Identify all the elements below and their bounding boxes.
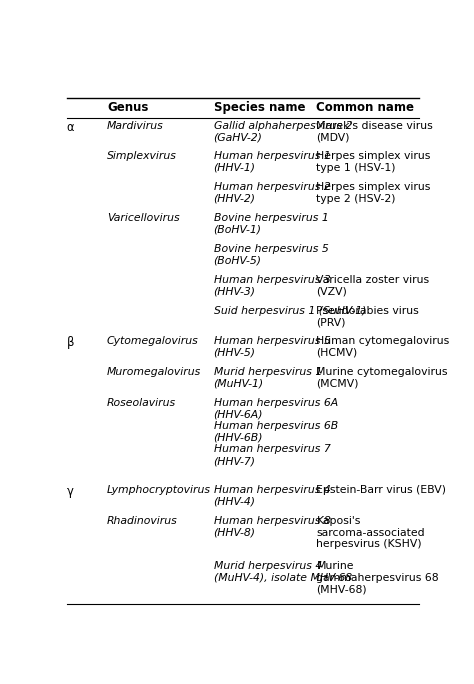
Text: Marek's disease virus
(MDV): Marek's disease virus (MDV) <box>316 120 433 142</box>
Text: γ: γ <box>66 486 73 499</box>
Text: Human herpesvirus 6A
(HHV-6A)
Human herpesvirus 6B
(HHV-6B)
Human herpesvirus 7
: Human herpesvirus 6A (HHV-6A) Human herp… <box>213 398 338 466</box>
Text: Murine cytomegalovirus
(MCMV): Murine cytomegalovirus (MCMV) <box>316 367 448 389</box>
Text: Roseolavirus: Roseolavirus <box>107 398 176 408</box>
Text: Murid herpesvirus 4
(MuHV-4), isolate MHV-68: Murid herpesvirus 4 (MuHV-4), isolate MH… <box>213 561 352 583</box>
Text: Bovine herpesvirus 5
(BoHV-5): Bovine herpesvirus 5 (BoHV-5) <box>213 244 328 265</box>
Text: Human herpesvirus 8
(HHV-8): Human herpesvirus 8 (HHV-8) <box>213 516 330 538</box>
Text: Simplexvirus: Simplexvirus <box>107 151 177 161</box>
Text: Human herpesvirus 2
(HHV-2): Human herpesvirus 2 (HHV-2) <box>213 182 330 204</box>
Text: Gallid alphaherpesvirus 2
(GaHV-2): Gallid alphaherpesvirus 2 (GaHV-2) <box>213 120 352 142</box>
Text: Cytomegalovirus: Cytomegalovirus <box>107 337 199 346</box>
Text: α: α <box>66 120 74 133</box>
Text: Suid herpesvirus 1 (SuHV-1): Suid herpesvirus 1 (SuHV-1) <box>213 306 366 315</box>
Text: Species name: Species name <box>213 101 305 114</box>
Text: Human herpesvirus 4
(HHV-4): Human herpesvirus 4 (HHV-4) <box>213 486 330 507</box>
Text: Genus: Genus <box>107 101 148 114</box>
Text: Herpes simplex virus
type 1 (HSV-1): Herpes simplex virus type 1 (HSV-1) <box>316 151 431 173</box>
Text: Epstein-Barr virus (EBV): Epstein-Barr virus (EBV) <box>316 486 447 495</box>
Text: Human herpesvirus 5
(HHV-5): Human herpesvirus 5 (HHV-5) <box>213 337 330 358</box>
Text: Varicella zoster virus
(VZV): Varicella zoster virus (VZV) <box>316 275 429 296</box>
Text: Human cytomegalovirus
(HCMV): Human cytomegalovirus (HCMV) <box>316 337 450 358</box>
Text: Murine
gammaherpesvirus 68
(MHV-68): Murine gammaherpesvirus 68 (MHV-68) <box>316 561 439 594</box>
Text: Herpes simplex virus
type 2 (HSV-2): Herpes simplex virus type 2 (HSV-2) <box>316 182 431 204</box>
Text: Lymphocryptovirus: Lymphocryptovirus <box>107 486 211 495</box>
Text: Varicellovirus: Varicellovirus <box>107 213 180 223</box>
Text: Muromegalovirus: Muromegalovirus <box>107 367 201 377</box>
Text: β: β <box>66 337 74 350</box>
Text: Bovine herpesvirus 1
(BoHV-1): Bovine herpesvirus 1 (BoHV-1) <box>213 213 328 235</box>
Text: Murid herpesvirus 1
(MuHV-1): Murid herpesvirus 1 (MuHV-1) <box>213 367 322 389</box>
Text: Mardivirus: Mardivirus <box>107 120 164 131</box>
Text: Common name: Common name <box>316 101 414 114</box>
Text: Kaposi's
sarcoma-associated
herpesvirus (KSHV): Kaposi's sarcoma-associated herpesvirus … <box>316 516 425 549</box>
Text: Human herpesvirus 1
(HHV-1): Human herpesvirus 1 (HHV-1) <box>213 151 330 173</box>
Text: Human herpesvirus 3
(HHV-3): Human herpesvirus 3 (HHV-3) <box>213 275 330 296</box>
Text: Pseudorabies virus
(PRV): Pseudorabies virus (PRV) <box>316 306 419 327</box>
Text: Rhadinovirus: Rhadinovirus <box>107 516 178 526</box>
